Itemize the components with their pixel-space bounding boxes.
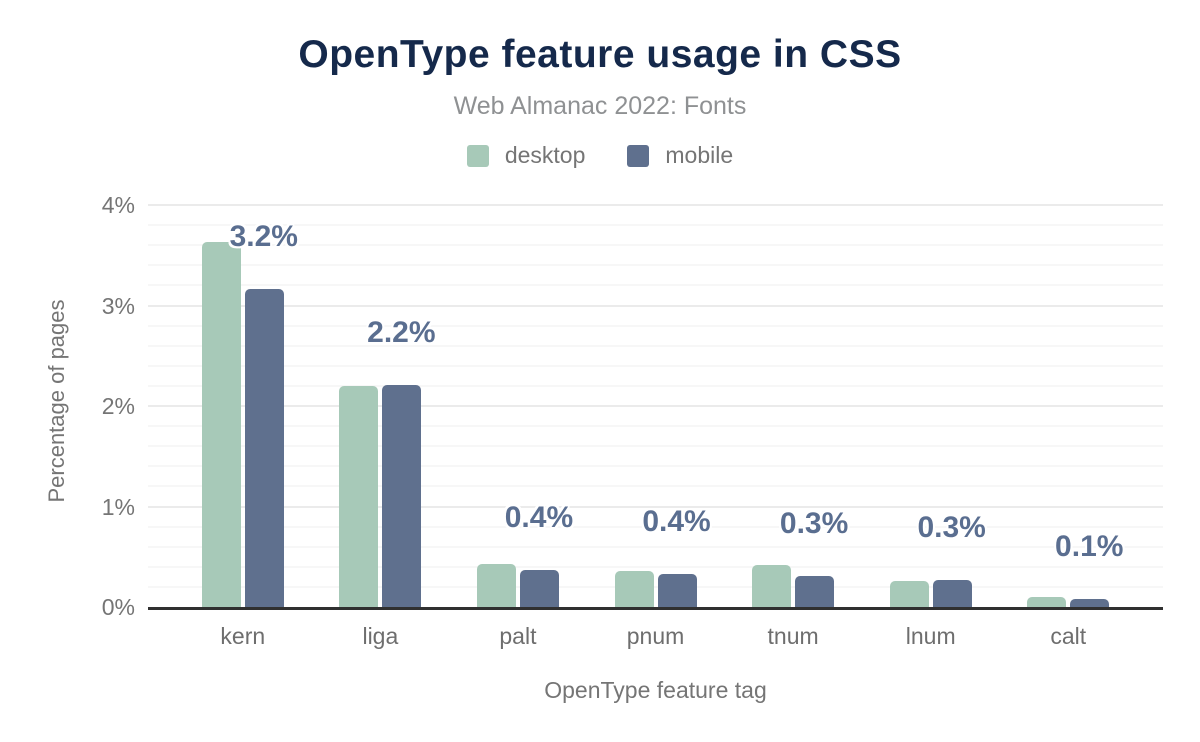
gridline-major xyxy=(148,204,1163,207)
gridline-minor xyxy=(148,224,1163,227)
bar-value-label-liga: 2.2% xyxy=(367,315,436,349)
bar-desktop-palt[interactable] xyxy=(476,563,516,607)
legend-label-desktop: desktop xyxy=(504,142,586,168)
bar-mobile-tnum[interactable] xyxy=(795,575,835,607)
y-tick-label: 3% xyxy=(101,292,135,319)
y-tick-label: 4% xyxy=(101,192,135,219)
gridline-minor xyxy=(148,545,1163,548)
gridline-minor xyxy=(148,585,1163,588)
bar-desktop-lnum[interactable] xyxy=(889,580,929,607)
bar-group-kern: 3.2% kern xyxy=(174,195,312,649)
x-tick-label-liga: liga xyxy=(362,623,399,649)
gridline-minor xyxy=(148,244,1163,247)
bar-group-liga: 2.2% liga xyxy=(312,195,450,649)
gridline-minor xyxy=(148,384,1163,387)
bar-value-label-lnum: 0.3% xyxy=(917,510,986,544)
gridline-minor xyxy=(148,465,1163,468)
chart-title: OpenType feature usage in CSS xyxy=(298,33,902,76)
bar-mobile-palt[interactable] xyxy=(519,569,559,607)
y-tick-label: 2% xyxy=(101,393,135,420)
gridline-minor xyxy=(148,284,1163,287)
y-tick-label: 0% xyxy=(101,594,135,620)
bar-group-calt: 0.1% calt xyxy=(999,195,1137,649)
desktop-swatch-icon xyxy=(466,144,489,167)
x-tick-label-calt: calt xyxy=(1050,623,1087,649)
bar-desktop-tnum[interactable] xyxy=(752,564,792,607)
x-tick-label-lnum: lnum xyxy=(905,623,956,649)
gridline-major xyxy=(148,304,1163,307)
gridline-minor xyxy=(148,525,1163,528)
y-axis-ticks: 0% 1% 2% 3% 4% xyxy=(0,192,135,619)
legend-label-mobile: mobile xyxy=(665,142,734,168)
legend: desktop mobile xyxy=(0,142,1200,169)
gridline-minor xyxy=(148,445,1163,448)
gridline-minor xyxy=(148,485,1163,488)
bar-mobile-liga[interactable] xyxy=(382,384,422,607)
y-tick-label: 1% xyxy=(101,493,135,520)
x-tick-label-pnum: pnum xyxy=(626,623,685,649)
bar-desktop-liga[interactable] xyxy=(339,385,379,607)
gridline-minor xyxy=(148,324,1163,327)
bar-desktop-pnum[interactable] xyxy=(614,570,654,607)
x-axis-title: OpenType feature tag xyxy=(544,677,767,703)
bar-group-palt: 0.4% palt xyxy=(449,195,587,649)
bar-value-label-pnum: 0.4% xyxy=(642,504,711,538)
plot-area: 3.2% kern 2.2% liga 0.4% palt 0.4% pnum 0.3% tnum… xyxy=(148,195,1163,649)
bar-group-lnum: 0.3% lnum xyxy=(862,195,1000,649)
chart-subtitle: Web Almanac 2022: Fonts xyxy=(453,92,747,120)
bar-desktop-calt[interactable] xyxy=(1027,596,1067,607)
bar-group-pnum: 0.4% pnum xyxy=(587,195,725,649)
bar-groups: 3.2% kern 2.2% liga 0.4% palt 0.4% pnum 0.3% tnum… xyxy=(148,195,1163,649)
bar-value-label-palt: 0.4% xyxy=(504,500,574,534)
gridline-minor xyxy=(148,425,1163,428)
legend-item-mobile: mobile xyxy=(627,142,733,169)
bar-value-label-calt: 0.1% xyxy=(1055,529,1124,563)
x-tick-label-kern: kern xyxy=(220,623,266,649)
bar-mobile-lnum[interactable] xyxy=(932,579,972,607)
legend-item-desktop: desktop xyxy=(466,142,586,169)
gridline-major xyxy=(148,505,1163,508)
gridline-minor xyxy=(148,364,1163,367)
bar-group-tnum: 0.3% tnum xyxy=(724,195,862,649)
gridline-minor xyxy=(148,344,1163,347)
gridline-major xyxy=(148,405,1163,408)
gridline-minor xyxy=(148,565,1163,568)
bar-value-label-kern: 3.2% xyxy=(229,220,298,254)
mobile-swatch-icon xyxy=(627,144,650,167)
bar-mobile-pnum[interactable] xyxy=(657,573,697,607)
bar-value-label-tnum: 0.3% xyxy=(779,506,849,540)
bar-mobile-calt[interactable] xyxy=(1070,598,1110,607)
bar-desktop-kern[interactable] xyxy=(201,242,241,607)
gridline-minor xyxy=(148,264,1163,267)
bar-mobile-kern[interactable] xyxy=(244,289,284,607)
x-tick-label-tnum: tnum xyxy=(767,623,819,649)
x-tick-label-palt: palt xyxy=(499,623,537,649)
